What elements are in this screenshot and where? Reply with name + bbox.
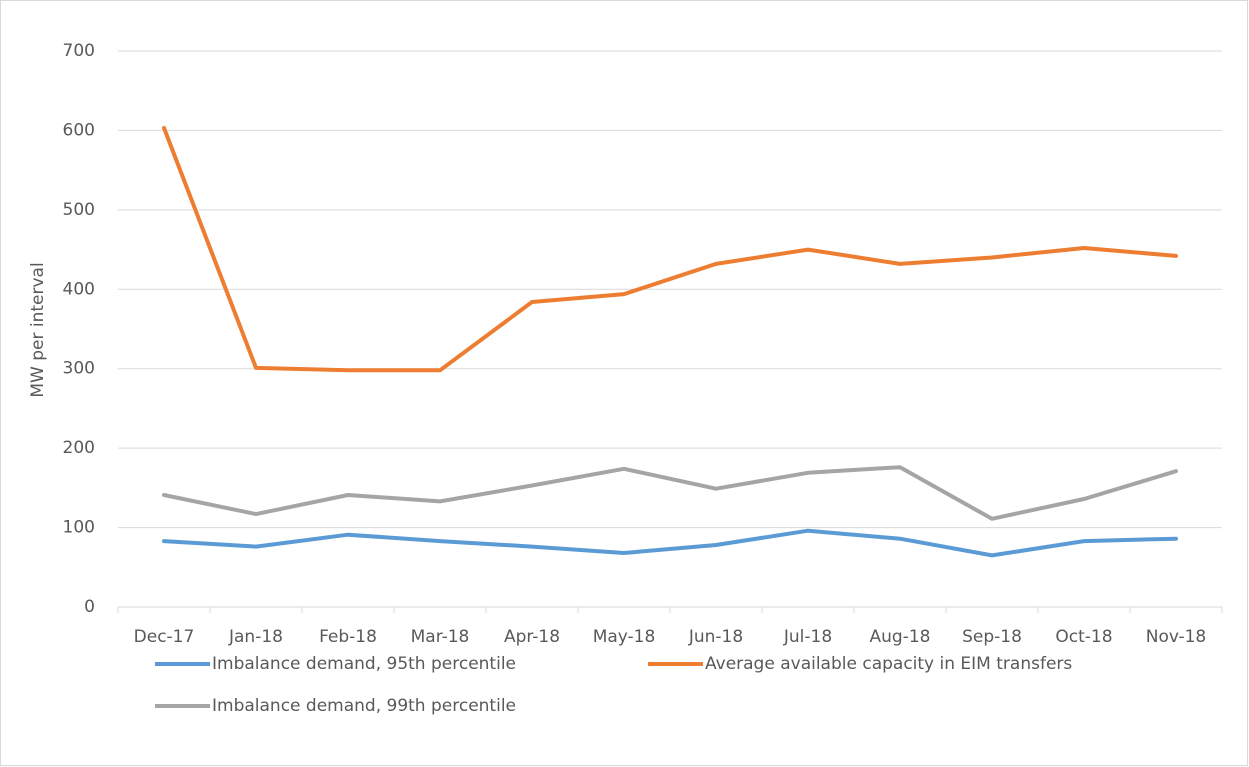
legend-label: Imbalance demand, 99th percentile bbox=[212, 696, 516, 716]
x-tick-label: Feb-18 bbox=[319, 627, 377, 647]
x-tick-label: Jul-18 bbox=[783, 627, 832, 647]
x-tick-label: Jun-18 bbox=[688, 627, 743, 647]
x-tick-label: Jan-18 bbox=[228, 627, 283, 647]
x-tick-label: May-18 bbox=[593, 627, 656, 647]
x-tick-label: Dec-17 bbox=[134, 627, 195, 647]
x-tick-label: Oct-18 bbox=[1055, 627, 1112, 647]
x-tick-label: Apr-18 bbox=[504, 627, 560, 647]
y-axis-label: MW per interval bbox=[28, 262, 48, 397]
y-tick-label: 700 bbox=[63, 41, 95, 61]
x-tick-label: Nov-18 bbox=[1146, 627, 1207, 647]
y-tick-label: 500 bbox=[63, 200, 95, 220]
x-tick-label: Aug-18 bbox=[870, 627, 931, 647]
legend-label: Imbalance demand, 95th percentile bbox=[212, 654, 516, 674]
x-tick-label: Sep-18 bbox=[962, 627, 1022, 647]
y-tick-label: 300 bbox=[63, 359, 95, 379]
y-tick-label: 100 bbox=[63, 518, 95, 538]
legend-label: Average available capacity in EIM transf… bbox=[705, 654, 1072, 674]
y-tick-label: 600 bbox=[63, 120, 95, 140]
y-tick-label: 400 bbox=[63, 279, 95, 299]
y-tick-label: 0 bbox=[84, 597, 95, 617]
series-line bbox=[162, 126, 1178, 373]
series-line bbox=[162, 528, 1178, 558]
x-tick-label: Mar-18 bbox=[411, 627, 470, 647]
y-tick-label: 200 bbox=[63, 438, 95, 458]
series-line bbox=[162, 465, 1178, 521]
